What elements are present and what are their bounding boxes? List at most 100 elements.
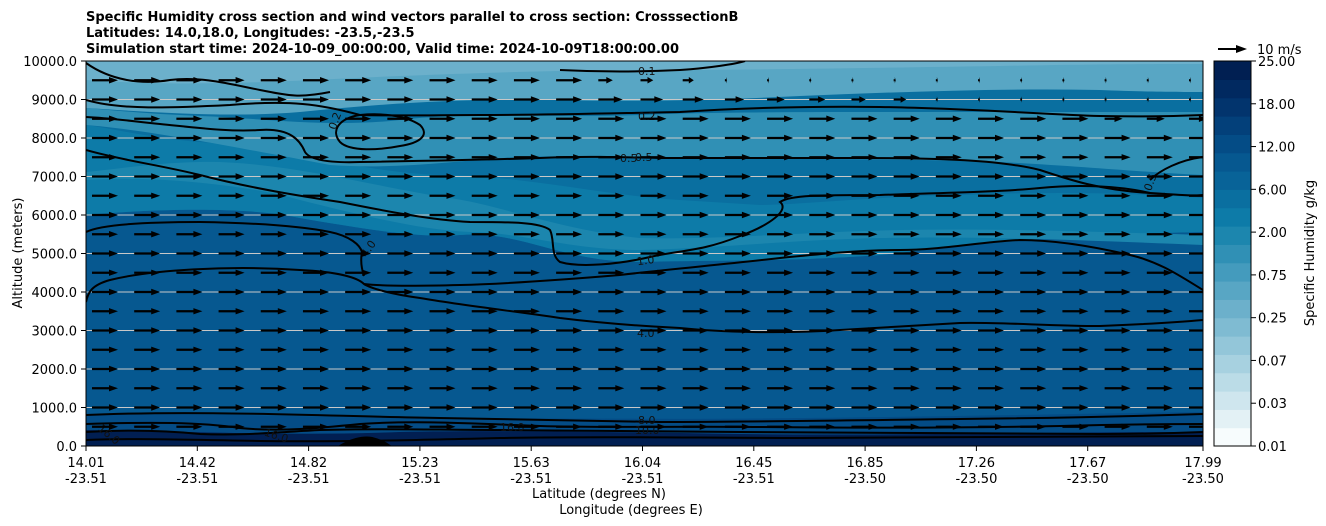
wind-vector-head — [446, 269, 456, 276]
wind-vector-head — [868, 346, 878, 353]
wind-vector-head — [151, 154, 161, 161]
wind-vector-head — [362, 269, 372, 276]
wind-vector-head — [277, 404, 287, 411]
wind-vector-head — [868, 250, 878, 257]
wind-vector-head — [699, 192, 709, 199]
wind-vector-head — [1037, 211, 1047, 219]
wind-vector-head — [193, 154, 203, 161]
wind-vector-head — [151, 327, 161, 334]
wind-vector-head — [826, 308, 836, 315]
wind-vector-head — [1163, 365, 1173, 373]
wind-vector-head — [868, 154, 878, 161]
wind-vector-head — [109, 96, 118, 103]
wind-vector-head — [952, 269, 962, 276]
y-tick-label: 1000.0 — [32, 402, 78, 417]
colorbar-band — [1214, 116, 1251, 135]
wind-vector-head — [1156, 115, 1165, 122]
wind-vector-head — [741, 327, 751, 334]
wind-vector-head — [573, 423, 583, 430]
contour-1.0 — [86, 149, 1151, 266]
colorbar-band — [1214, 189, 1251, 209]
wind-vector-head — [235, 365, 245, 373]
wind-vector-head — [699, 154, 709, 161]
wind-vector-head — [362, 154, 372, 161]
wind-vector-head — [446, 211, 456, 219]
wind-vector-head — [868, 192, 878, 199]
wind-vector-head — [235, 231, 245, 238]
wind-vector-head — [277, 96, 287, 103]
wind-vector-head — [235, 404, 245, 411]
wind-vector-head — [741, 231, 751, 238]
wind-vector-head — [699, 231, 709, 238]
wind-vector-head — [741, 365, 751, 373]
x-tick-label-longitude: -23.51 — [622, 472, 664, 487]
x-tick-label-latitude: 17.26 — [958, 456, 995, 471]
wind-vector-head — [277, 77, 287, 84]
colorbar-tick-label: 18.00 — [1258, 98, 1295, 113]
wind-vector-head — [784, 327, 794, 334]
wind-vector-head — [1121, 404, 1131, 411]
wind-vector-head — [952, 115, 962, 122]
wind-vector-head — [741, 250, 751, 257]
wind-vector-head — [699, 404, 709, 411]
wind-vector-head — [277, 423, 287, 430]
wind-vector-head — [784, 192, 794, 199]
wind-vector-head — [952, 365, 962, 373]
wind-vector-head — [952, 154, 962, 161]
colorbar-tick-label: 0.03 — [1258, 397, 1287, 412]
wind-vector-head — [995, 346, 1004, 353]
colorbar-band — [1214, 336, 1251, 355]
x-tick-label-latitude: 14.01 — [67, 456, 104, 471]
wind-vector-head — [488, 154, 498, 161]
wind-vector-head — [151, 288, 161, 296]
wind-vector-head — [109, 115, 118, 122]
wind-vector-head — [1163, 327, 1173, 334]
wind-vector-head — [1079, 154, 1089, 161]
wind-vector-head — [109, 385, 118, 392]
wind-vector-head — [699, 173, 709, 180]
wind-vector-head — [109, 269, 118, 276]
contour-label: 0.5 — [620, 152, 638, 165]
wind-vector-head — [530, 288, 540, 296]
wind-vector-head — [699, 308, 709, 315]
wind-vector-head — [699, 385, 709, 392]
wind-vector-head — [362, 346, 372, 353]
wind-vector-head — [277, 173, 287, 180]
wind-vector-head — [320, 288, 329, 296]
wind-vector-head — [277, 115, 287, 122]
wind-vector-head — [1037, 231, 1047, 238]
wind-vector-head — [1114, 115, 1123, 122]
wind-vector-head — [826, 154, 836, 161]
wind-vector-head — [573, 365, 583, 373]
contour-label: 1.0 — [636, 253, 655, 268]
wind-vector-head — [320, 192, 329, 199]
x-tick-label-longitude: -23.50 — [844, 472, 886, 487]
wind-vector-head — [151, 134, 161, 142]
wind-vector-head — [1121, 385, 1131, 392]
wind-vector-head — [488, 404, 498, 411]
wind-vector-head — [979, 77, 980, 84]
wind-vector-head — [615, 211, 625, 219]
wind-vector-head — [109, 250, 118, 257]
wind-vector-head — [1163, 231, 1173, 238]
wind-vector-head — [894, 77, 896, 84]
wind-vector-head — [657, 250, 667, 257]
y-tick-label: 0.0 — [56, 440, 77, 455]
wind-vector-head — [404, 173, 414, 180]
wind-vector-head — [613, 96, 623, 103]
x-tick-label-longitude: -23.51 — [176, 472, 218, 487]
wind-vector-head — [1037, 308, 1047, 315]
wind-vector-head — [488, 385, 498, 392]
wind-vector-head — [573, 115, 583, 122]
wind-vector-head — [995, 269, 1004, 276]
wind-vector-head — [404, 77, 414, 84]
wind-vector-head — [810, 77, 812, 84]
wind-vector-head — [446, 250, 456, 257]
wind-vector-head — [277, 269, 287, 276]
wind-vector-head — [404, 269, 414, 276]
wind-vector-head — [488, 250, 498, 257]
x-tick-label-latitude: 15.23 — [401, 456, 438, 471]
x-tick-label-latitude: 17.67 — [1069, 456, 1106, 471]
wind-vector-head — [952, 173, 962, 180]
wind-vector-head — [573, 288, 583, 296]
